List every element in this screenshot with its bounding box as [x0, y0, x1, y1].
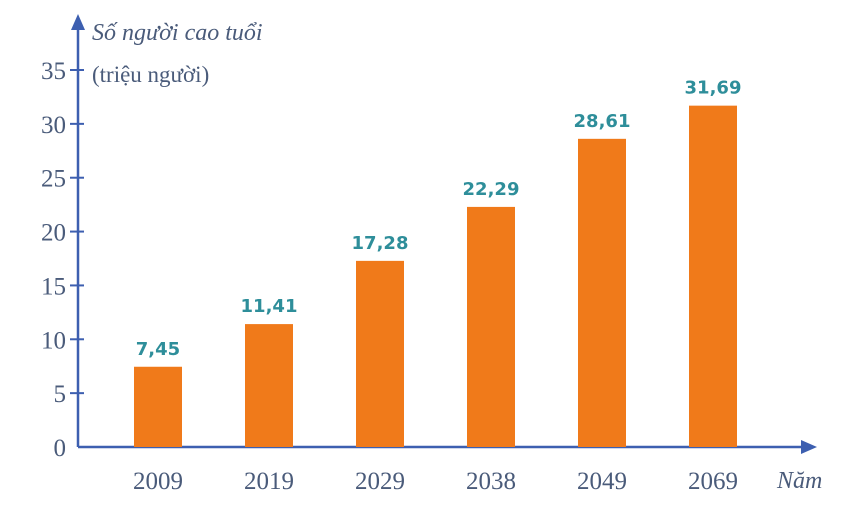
x-tick-label-2038: 2038: [466, 468, 516, 495]
x-axis-arrow: [801, 440, 817, 454]
bar-2038: [467, 206, 515, 447]
axes: [71, 14, 817, 454]
y-axis-arrow: [71, 14, 85, 30]
y-ticks: 0 5 10 15 20 25 30 35: [41, 58, 84, 462]
y-tick-label: 30: [41, 112, 66, 139]
y-axis-unit: (triệu người): [92, 62, 209, 87]
x-axis-title: Năm: [776, 468, 822, 494]
data-label-2069: 31,69: [685, 78, 742, 99]
x-tick-label-2009: 2009: [133, 468, 183, 495]
bar-2009: [134, 366, 182, 447]
bar-2069: [689, 105, 737, 447]
y-tick-label: 0: [54, 435, 67, 462]
data-label-2009: 7,45: [136, 339, 180, 360]
x-tick-label-2049: 2049: [577, 468, 627, 495]
y-tick-label: 35: [41, 58, 66, 85]
bar-2029: [356, 260, 404, 447]
data-label-2049: 28,61: [574, 111, 631, 132]
y-tick-label: 10: [41, 327, 66, 354]
y-tick-label: 20: [41, 220, 66, 247]
value-labels: 7,45 11,41 17,28 22,29 28,61 31,69: [136, 78, 742, 360]
x-tick-label-2029: 2029: [355, 468, 405, 495]
x-tick-labels: 2009 2019 2029 2038 2049 2069: [133, 468, 738, 495]
x-tick-label-2019: 2019: [244, 468, 294, 495]
data-label-2038: 22,29: [463, 179, 520, 200]
bars: [134, 105, 737, 448]
bar-2019: [245, 324, 293, 447]
y-tick-label: 15: [41, 273, 66, 300]
data-label-2019: 11,41: [241, 296, 298, 317]
bar-2049: [578, 138, 626, 448]
y-tick-label: 25: [41, 166, 66, 193]
y-axis-title: Số người cao tuổi: [92, 20, 263, 46]
y-tick-label: 5: [54, 381, 67, 408]
x-tick-label-2069: 2069: [688, 468, 738, 495]
data-label-2029: 17,28: [352, 233, 409, 254]
